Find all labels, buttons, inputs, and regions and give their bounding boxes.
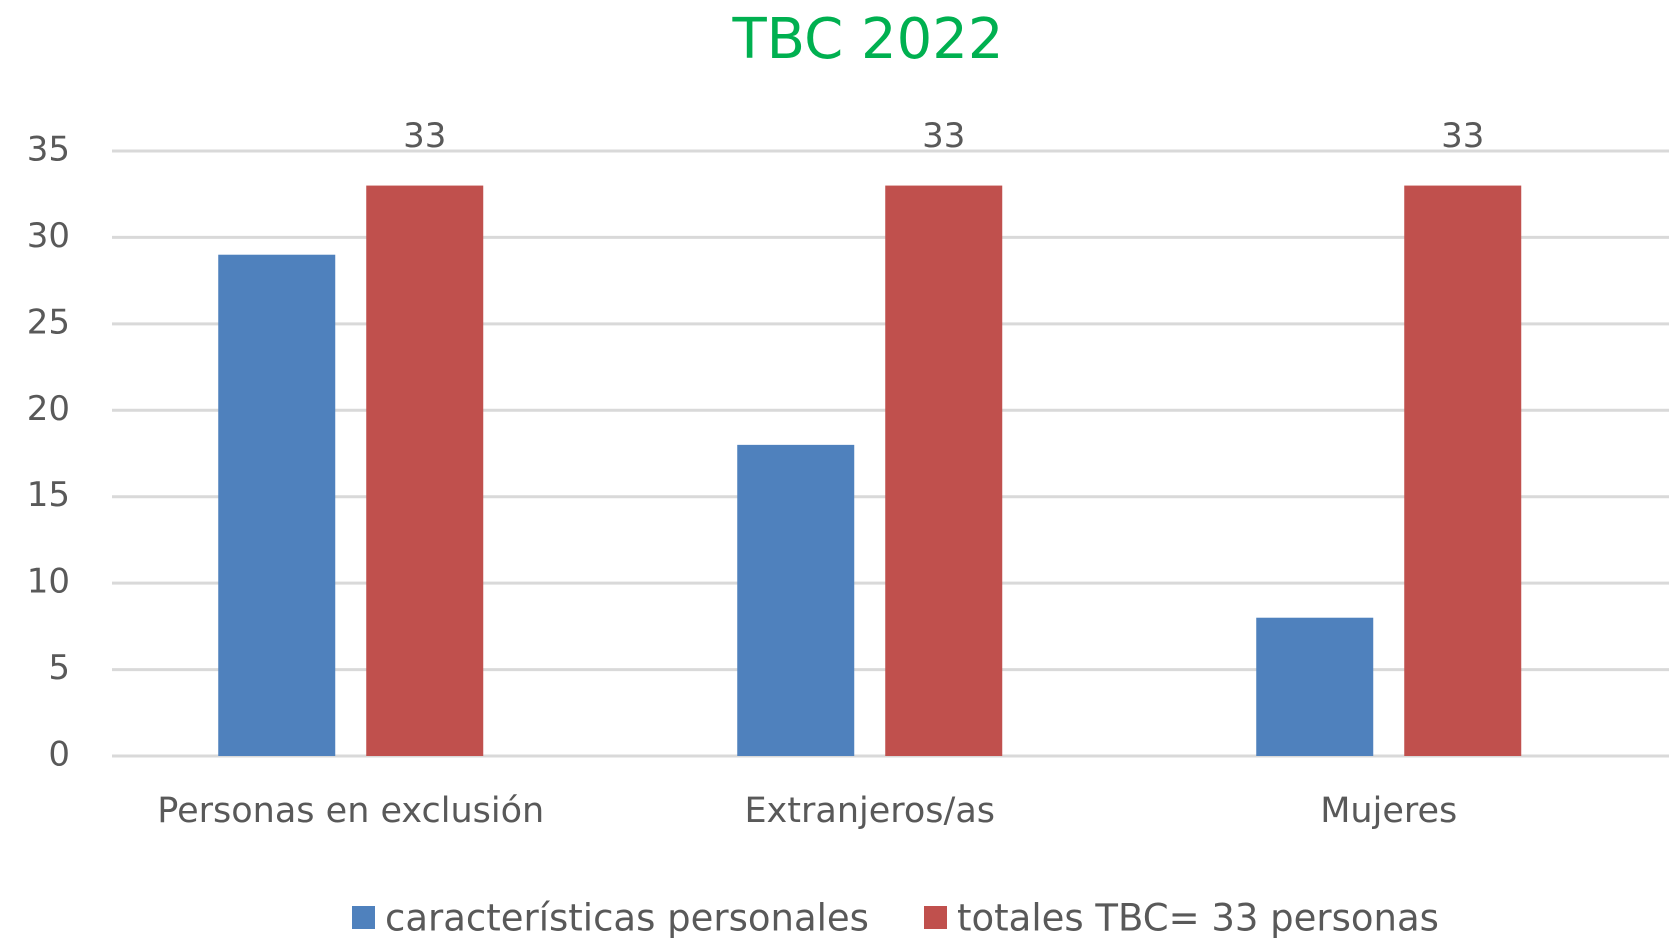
y-tick-label: 0	[48, 735, 70, 775]
bar	[366, 185, 484, 757]
bar	[1256, 617, 1374, 756]
data-label: 33	[922, 116, 965, 156]
legend-swatch	[924, 906, 947, 929]
x-tick-label: Extranjeros/as	[744, 791, 995, 831]
bar	[1404, 185, 1522, 757]
bar	[737, 444, 855, 756]
y-tick-label: 15	[27, 475, 70, 515]
bar	[885, 185, 1003, 757]
data-label: 33	[1441, 116, 1484, 156]
bar	[218, 254, 336, 756]
y-tick-label: 5	[48, 648, 70, 688]
x-tick-label: Personas en exclusión	[157, 791, 544, 831]
legend-swatch	[352, 906, 375, 929]
data-label: 33	[403, 116, 446, 156]
y-tick-label: 30	[27, 216, 70, 256]
y-tick-label: 20	[27, 389, 70, 429]
chart-title: TBC 2022	[731, 7, 1003, 72]
y-tick-label: 35	[27, 130, 70, 170]
y-tick-label: 10	[27, 562, 70, 602]
y-tick-label: 25	[27, 302, 70, 342]
x-tick-label: Mujeres	[1320, 791, 1457, 831]
legend-label: características personales	[385, 897, 869, 939]
legend-label: totales TBC= 33 personas	[957, 897, 1439, 939]
